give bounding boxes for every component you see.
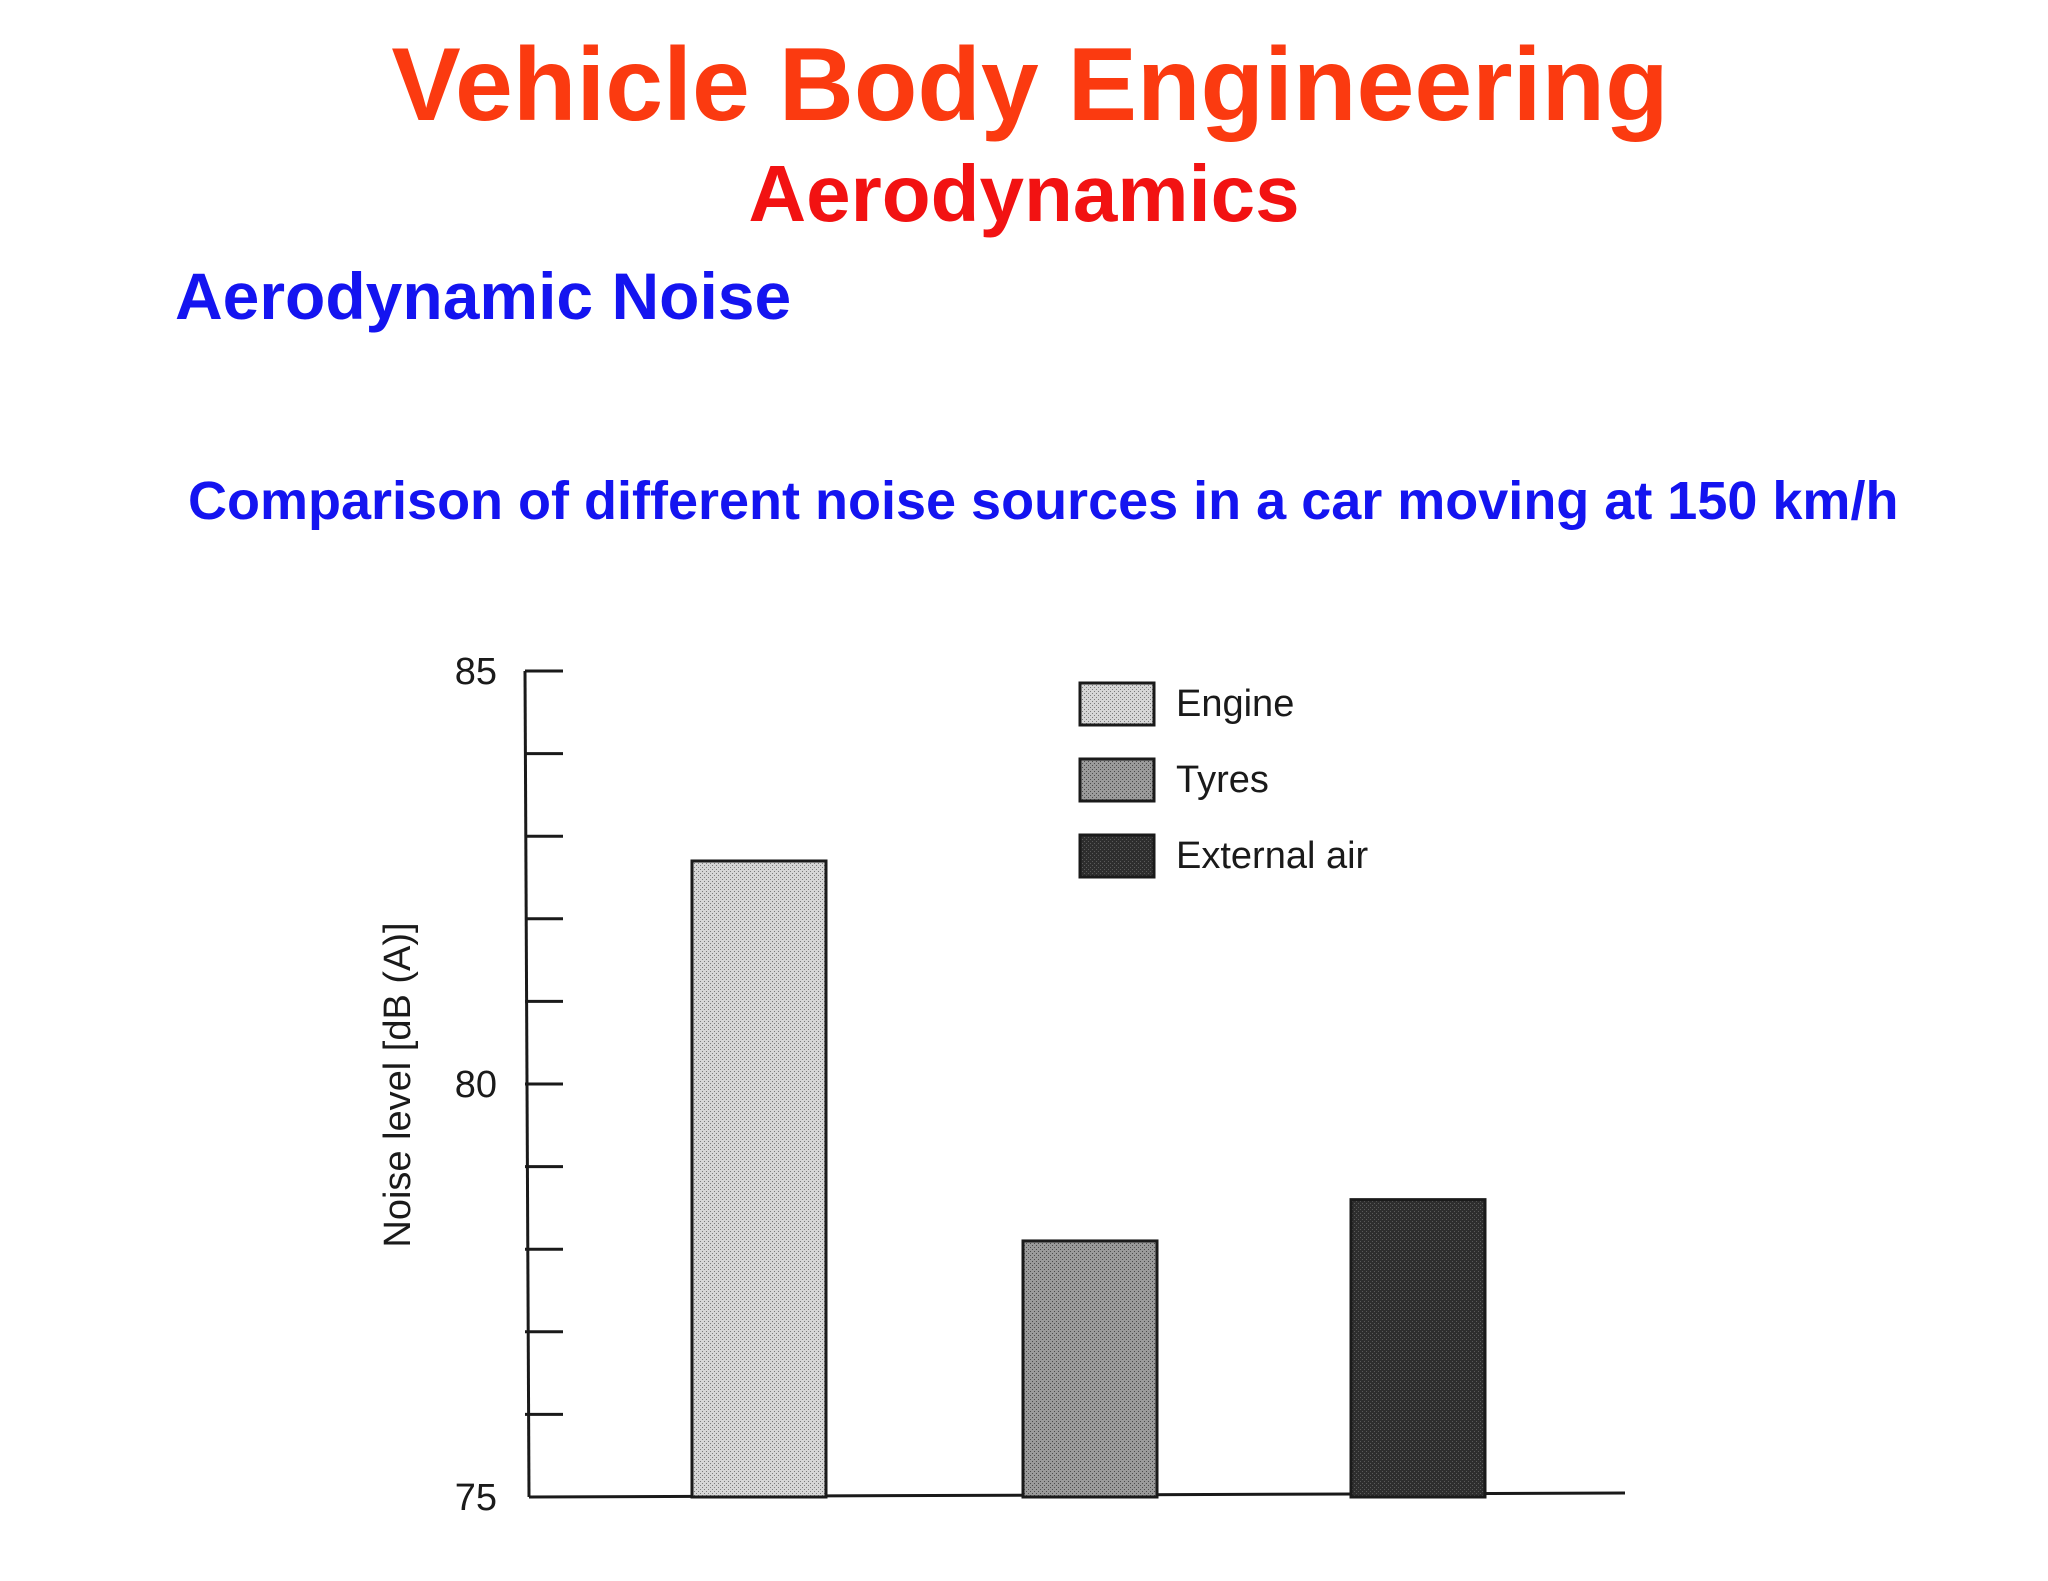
legend-label-engine: Engine [1176,683,1294,725]
bar-engine [690,859,828,1499]
y-axis-label: Noise level [dB (A)] [377,922,419,1247]
noise-bar-chart: 75 80 85 Engine Tyres External air Noise lev… [377,651,1626,1519]
legend-swatch-tyres [1078,757,1156,803]
bar-tyres [1021,1239,1159,1499]
y-tick-label: 80 [455,1064,497,1106]
bar-external-air [1349,1198,1487,1499]
section-heading: Aerodynamic Noise [175,259,792,333]
legend-swatch-engine [1078,681,1156,727]
slide-subtitle: Aerodynamics [748,149,1300,238]
y-tick-label: 75 [455,1477,497,1519]
y-tick-label: 85 [455,651,497,693]
legend-swatch-external-air [1078,833,1156,879]
legend-label-external-air: External air [1176,835,1369,877]
legend-label-tyres: Tyres [1176,759,1269,801]
chart-caption: Comparison of different noise sources in… [188,471,1899,531]
chart-area: 75 80 85 Engine Tyres External air Noise lev… [220,545,2040,1576]
slide-title: Vehicle Body Engineering [391,27,1669,143]
